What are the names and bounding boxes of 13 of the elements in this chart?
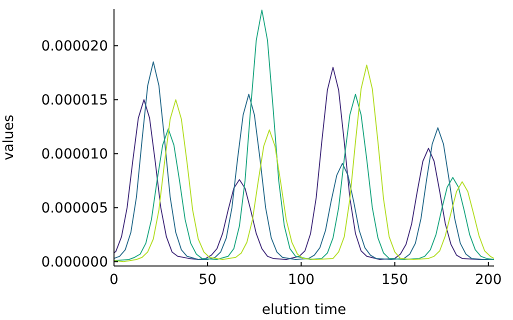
x-tick-label: 150 — [381, 272, 408, 288]
y-tick-label: 0.000005 — [41, 200, 108, 217]
y-tick-label: 0.000020 — [41, 38, 108, 55]
line-series — [114, 10, 494, 262]
y-tick-label: 0.000000 — [41, 254, 108, 271]
x-tick-label: 100 — [288, 272, 315, 288]
x-tick-label: 50 — [198, 272, 217, 288]
y-axis-title: values — [0, 114, 17, 160]
y-tick-label: 0.000015 — [41, 92, 108, 109]
x-tick-label: 200 — [475, 272, 502, 288]
x-axis-title: elution time — [262, 302, 346, 318]
y-tick-label: 0.000010 — [41, 146, 108, 163]
x-tick-label: 0 — [110, 272, 118, 288]
